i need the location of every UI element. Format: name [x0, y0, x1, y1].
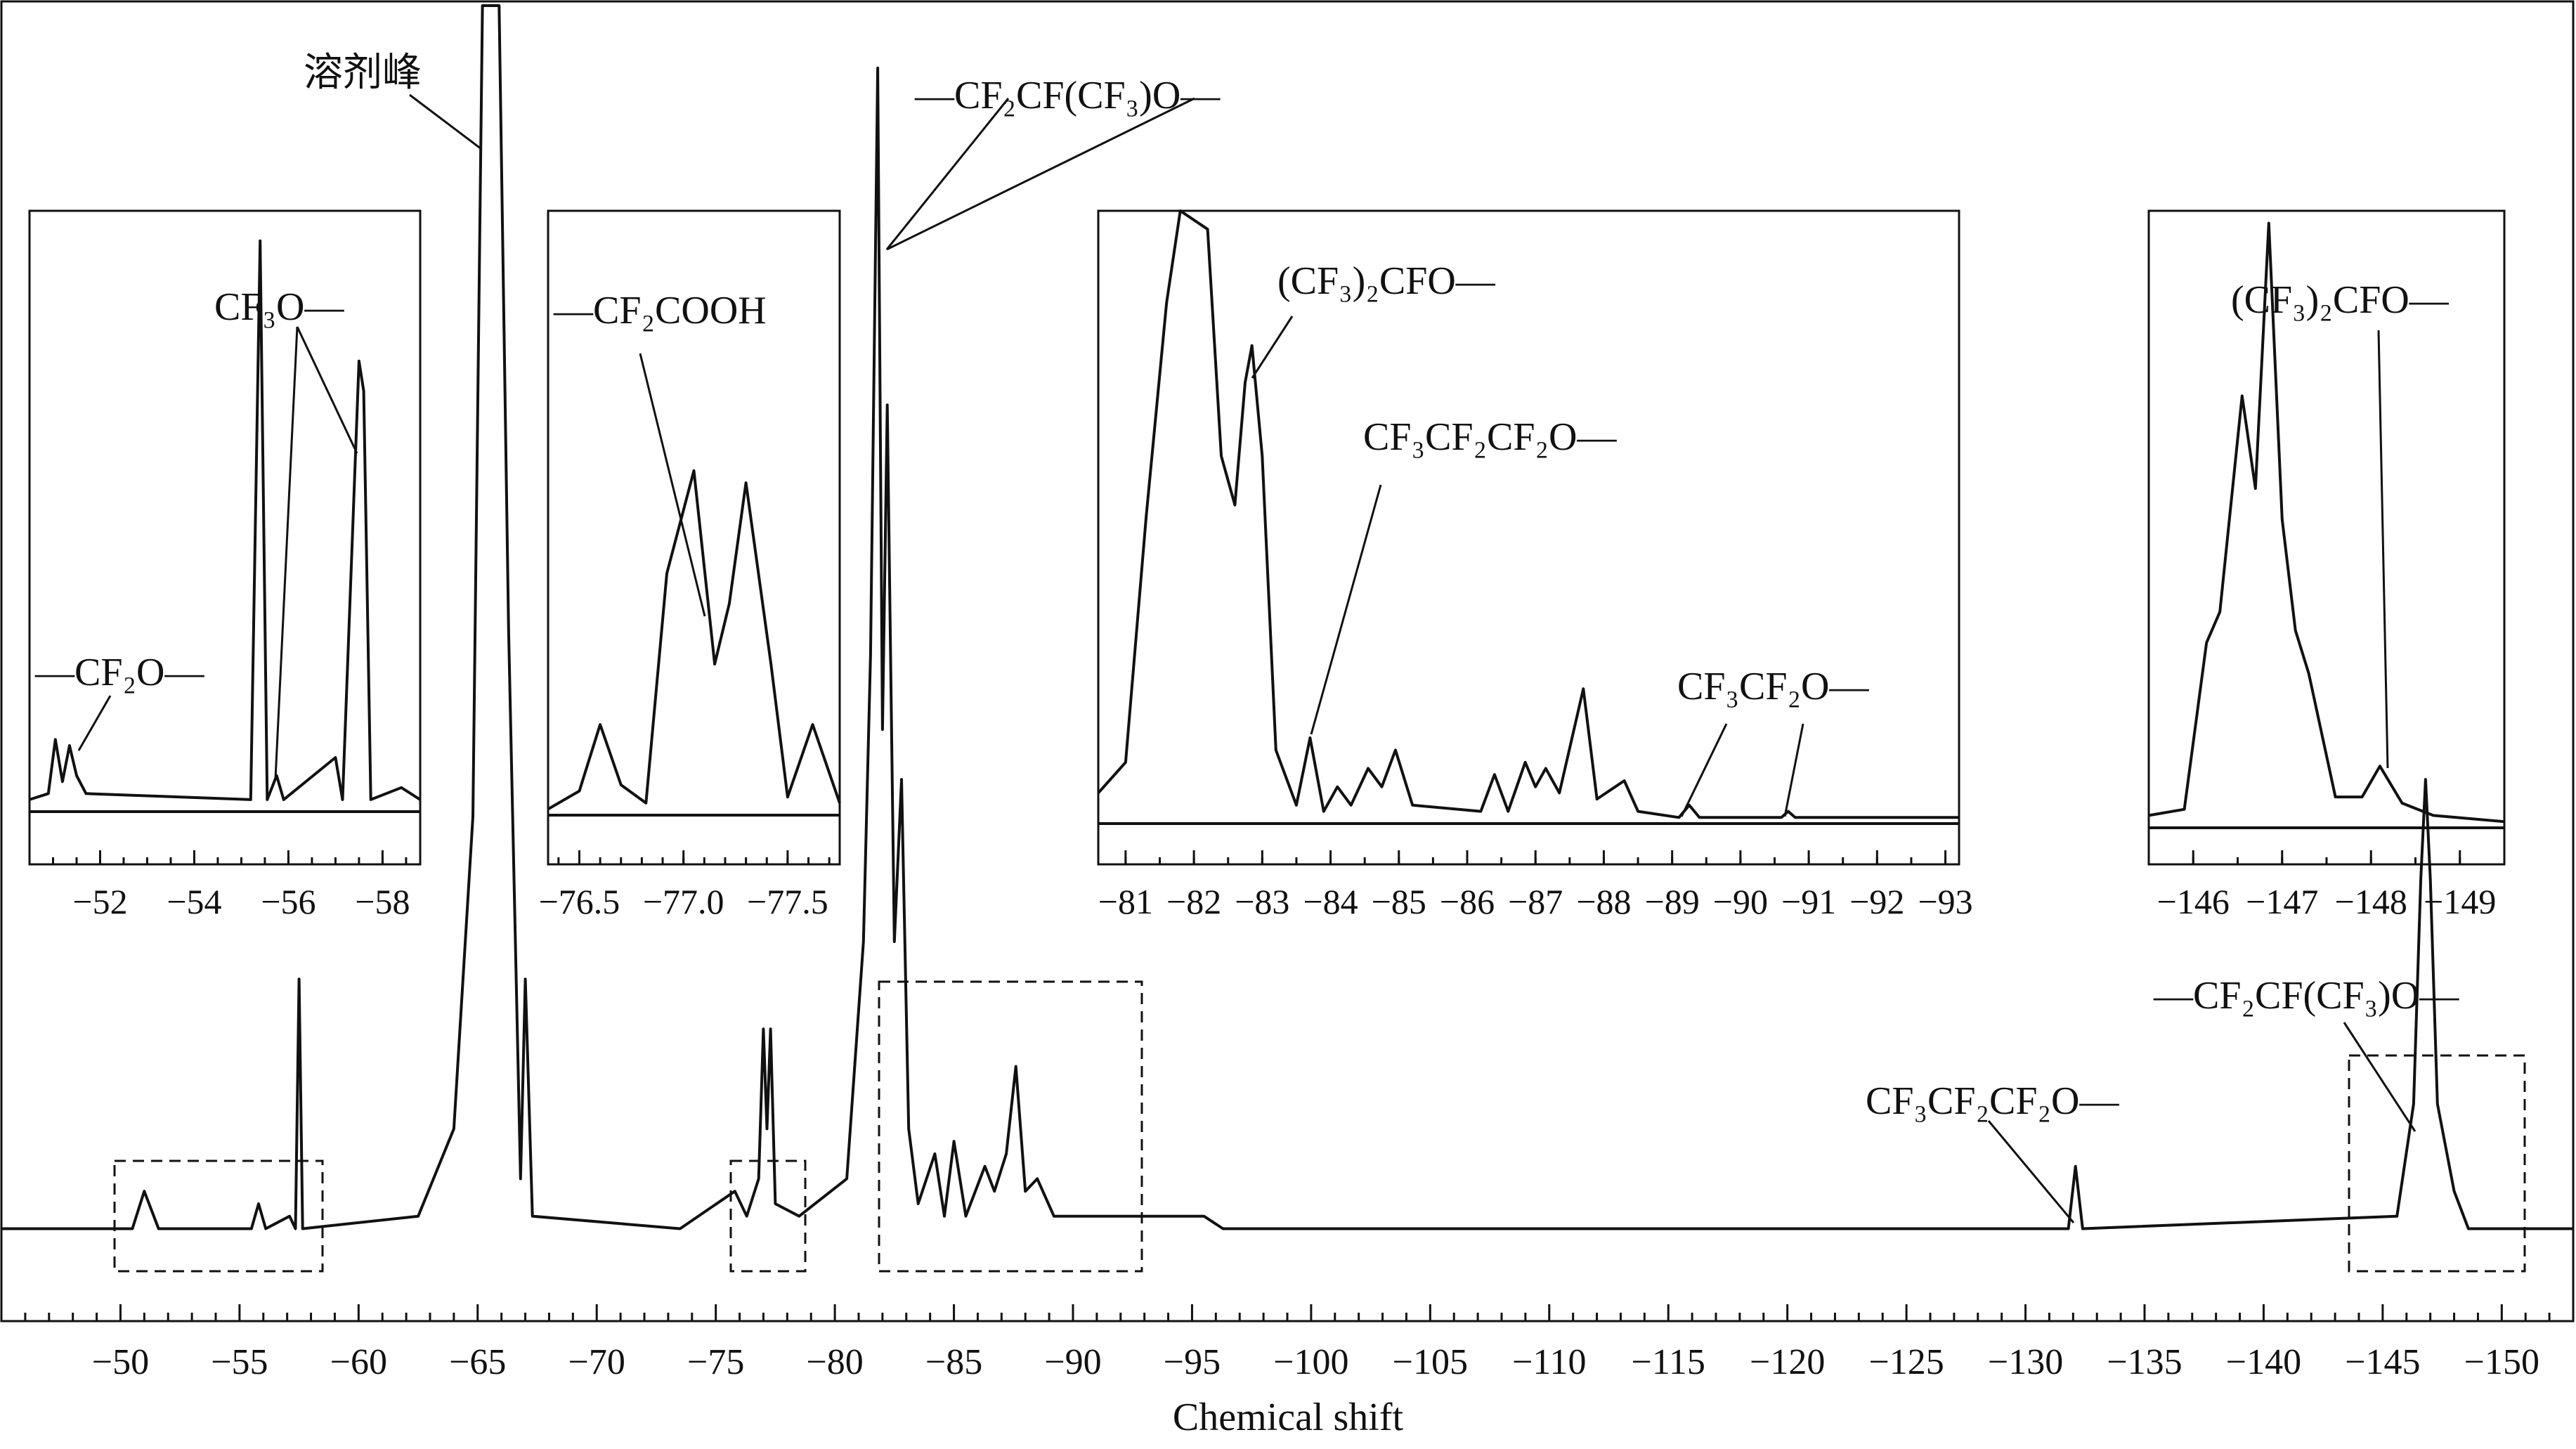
- zoom-region-box: [113, 1159, 324, 1273]
- x-tick-label: −105: [1393, 1342, 1468, 1382]
- main-spectrum-trace: [1, 4, 2573, 1230]
- inset-tick-label: −52: [72, 882, 127, 921]
- x-tick-label: −130: [1988, 1342, 2063, 1382]
- inset-tick-label: −56: [261, 882, 316, 921]
- inset-spectrum-trace: [1097, 209, 1959, 819]
- inset-tick-label: −82: [1166, 882, 1221, 921]
- inset-tick-label: −85: [1372, 882, 1426, 921]
- inset-tick-label: −148: [2335, 882, 2407, 921]
- inset-spectrum-trace: [2148, 221, 2505, 824]
- zoom-region-box: [878, 980, 1143, 1273]
- plot-frame: [0, 0, 2575, 1323]
- inset-annotation: (CF₃)₂CFO—: [2231, 278, 2450, 322]
- x-tick-label: −115: [1632, 1342, 1705, 1382]
- inset-annotation: CF₃CF₂CF₂O—: [1363, 415, 1618, 459]
- inset-tick-label: −146: [2157, 882, 2230, 921]
- inset-tick-label: −81: [1098, 882, 1153, 921]
- x-tick-label: −55: [211, 1342, 268, 1382]
- x-tick-label: −85: [925, 1342, 982, 1382]
- inset-tick-label: −77.0: [643, 882, 724, 921]
- zoom-region-box: [729, 1159, 807, 1273]
- main-axis-ticks: −50 −55 −60 −65 −70 −75 −80 −85 −90 −95 −100 −105 −1…: [24, 1304, 2551, 1382]
- inset-tick-label: −86: [1440, 882, 1495, 921]
- annotation-main-label: —CF₂CF(CF₃)O—: [914, 74, 1221, 117]
- x-tick-label: −60: [330, 1342, 387, 1382]
- inset-tick-label: −54: [167, 882, 221, 921]
- inset-tick-label: −91: [1781, 882, 1836, 921]
- inset-tick-label: −84: [1303, 882, 1358, 921]
- x-tick-label: −125: [1868, 1342, 1944, 1382]
- annotation-leaders: [77, 93, 2416, 1223]
- x-tick-label: −65: [449, 1342, 506, 1382]
- x-tick-label: −75: [687, 1342, 744, 1382]
- inset-tick-label: −87: [1508, 882, 1563, 921]
- inset-tick-label: −88: [1576, 882, 1631, 921]
- inset-1: −52 −54 −56 −58: [28, 239, 422, 921]
- x-tick-label: −90: [1044, 1342, 1101, 1382]
- annotation-main-label: CF₃CF₂CF₂O—: [1866, 1079, 2120, 1123]
- inset-tick-label: −89: [1645, 882, 1700, 921]
- inset-tick-label: −149: [2424, 882, 2496, 921]
- inset-3: −81 −82 −83 −84 −85 −86 −87 −88 −89 −90 −91 −92 −93: [1097, 209, 1973, 921]
- x-tick-label: −100: [1273, 1342, 1348, 1382]
- inset-4: −146 −147 −148 −149: [2147, 221, 2506, 921]
- insets-layer: −52 −54 −56 −58 −76.5 −77.0 −77.5 −81 −82 −83 −84−…: [28, 209, 2506, 921]
- inset-tick-label: −77.5: [747, 882, 828, 921]
- x-axis-label: Chemical shift: [1173, 1396, 1404, 1439]
- x-tick-label: −145: [2345, 1342, 2420, 1382]
- inset-tick-label: −83: [1235, 882, 1289, 921]
- x-tick-label: −150: [2464, 1342, 2539, 1382]
- inset-tick-label: −93: [1918, 882, 1972, 921]
- annotation-main-label: —CF₂CF(CF₃)O—: [2153, 974, 2459, 1018]
- inset-annotation: CF₃CF₂O—: [1677, 665, 1869, 708]
- zoom-region-box: [2348, 1054, 2526, 1273]
- x-tick-label: −135: [2107, 1342, 2182, 1382]
- x-tick-label: −80: [806, 1342, 863, 1382]
- inset-frame: [28, 209, 422, 866]
- inset-2: −76.5 −77.0 −77.5: [539, 469, 841, 921]
- inset-tick-label: −147: [2246, 882, 2318, 921]
- x-tick-label: −140: [2226, 1342, 2301, 1382]
- inset-tick-label: −58: [355, 882, 410, 921]
- inset-tick-label: −76.5: [539, 882, 620, 921]
- inset-annotation: —CF₂COOH: [553, 289, 767, 332]
- inset-annotation: CF₃O—: [214, 285, 344, 329]
- x-tick-label: −70: [568, 1342, 625, 1382]
- x-tick-label: −110: [1512, 1342, 1586, 1382]
- x-tick-label: −95: [1164, 1342, 1221, 1382]
- inset-frame: [547, 209, 841, 866]
- inset-annotation: —CF₂O—: [34, 651, 204, 694]
- inset-tick-label: −92: [1849, 882, 1904, 921]
- x-tick-label: −50: [92, 1342, 149, 1382]
- inset-annotation: (CF₃)₂CFO—: [1277, 259, 1496, 303]
- annotation-solvent-peak: 溶剂峰: [304, 51, 422, 95]
- inset-spectrum-trace: [29, 239, 422, 801]
- x-tick-label: −120: [1750, 1342, 1825, 1382]
- inset-tick-label: −90: [1713, 882, 1768, 921]
- inset-spectrum-trace: [547, 469, 841, 811]
- inset-frame: [1097, 209, 1960, 866]
